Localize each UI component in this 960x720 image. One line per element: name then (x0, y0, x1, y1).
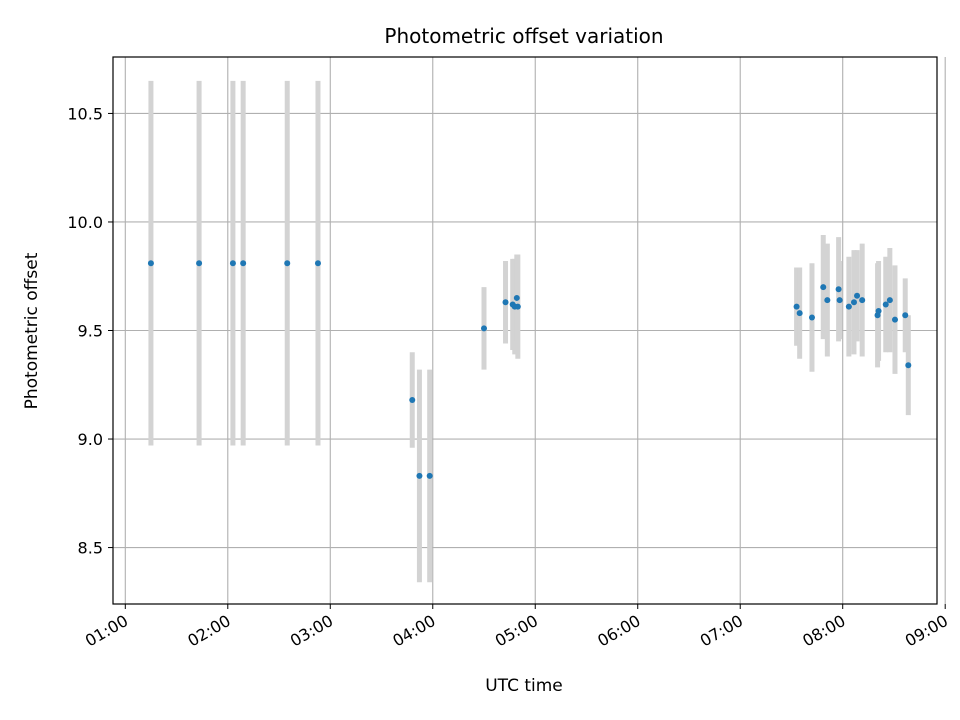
data-point (886, 297, 893, 304)
data-point (835, 286, 842, 293)
data-point (796, 310, 803, 317)
data-point (875, 307, 882, 314)
data-point (793, 303, 800, 310)
data-point (513, 294, 520, 301)
data-point (502, 299, 509, 306)
y-tick-label: 10.5 (67, 104, 103, 123)
data-point (514, 303, 521, 310)
y-tick-label: 8.5 (78, 539, 103, 558)
data-point (820, 284, 827, 291)
data-points (147, 260, 912, 479)
data-point (824, 297, 831, 304)
y-tick-label: 10.0 (67, 213, 103, 232)
data-point (845, 303, 852, 310)
data-point (314, 260, 321, 267)
data-point (859, 297, 866, 304)
data-point (836, 297, 843, 304)
data-point (891, 316, 898, 323)
chart-title: Photometric offset variation (384, 24, 663, 48)
data-point (902, 312, 909, 319)
data-point (240, 260, 247, 267)
data-point (409, 396, 416, 403)
data-point (808, 314, 815, 321)
data-point (147, 260, 154, 267)
data-point (426, 472, 433, 479)
data-point (284, 260, 291, 267)
data-point (854, 292, 861, 299)
x-axis-label: UTC time (485, 676, 563, 696)
data-point (481, 325, 488, 332)
data-point (416, 472, 423, 479)
data-point (196, 260, 203, 267)
data-point (882, 301, 889, 308)
data-point (905, 362, 912, 369)
data-point (229, 260, 236, 267)
y-axis-ticks: 8.5 9.0 9.5 10.0 10.5 (67, 104, 113, 558)
grid (113, 57, 946, 604)
y-tick-label: 9.5 (78, 322, 103, 341)
y-axis-label: Photometric offset (22, 252, 42, 409)
data-point (850, 299, 857, 306)
y-tick-label: 9.0 (78, 430, 103, 449)
